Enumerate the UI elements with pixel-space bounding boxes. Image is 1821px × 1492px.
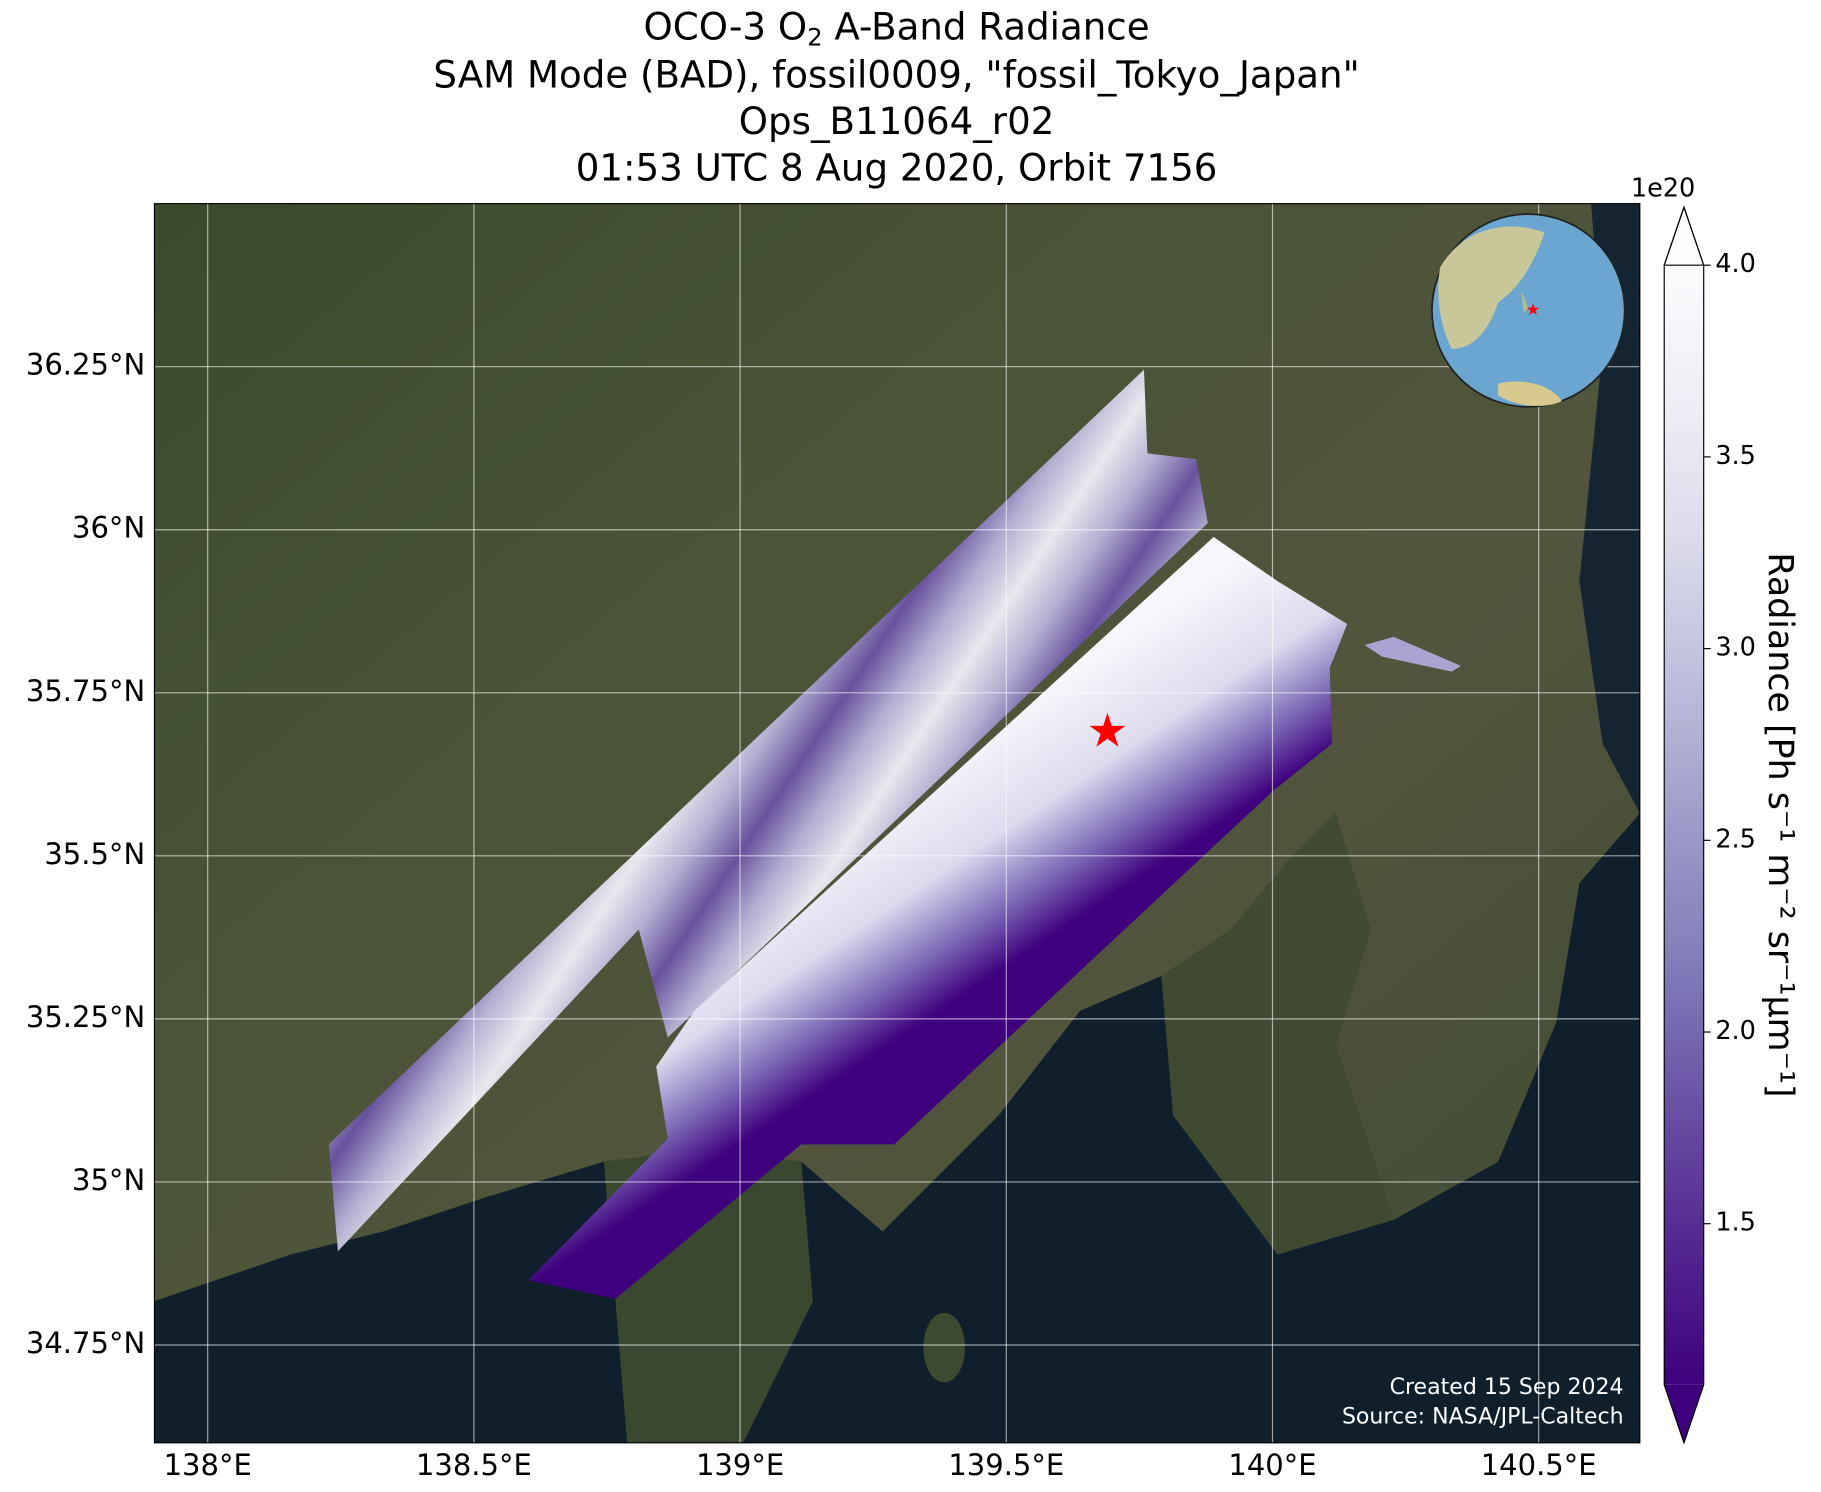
globe-land [1498, 381, 1563, 406]
colorbar-tick-label: 2.0 [1715, 1016, 1756, 1046]
colorbar-exponent: 1e20 [1631, 174, 1695, 204]
y-tick-label: 35.25°N [26, 1000, 145, 1034]
title-line: SAM Mode (BAD), fossil0009, "fossil_Toky… [433, 54, 1359, 97]
x-tick-label: 138.5°E [416, 1448, 532, 1482]
globe-land [1521, 290, 1529, 313]
colorbar-tick-label: 3.0 [1715, 633, 1756, 663]
globe-inset: ★ [1431, 213, 1626, 408]
x-tick-label: 140.5°E [1481, 1448, 1597, 1482]
y-tick-label: 36.25°N [26, 348, 145, 382]
colorbar-tick-label: 1.5 [1715, 1208, 1756, 1238]
title: OCO-3 O2 A-Band Radiance SAM Mode (BAD),… [433, 5, 1359, 190]
peninsula [1161, 813, 1394, 1255]
colorbar-extend [1664, 1384, 1704, 1443]
axis-ticks: 138°E 138.5°E 139°E 139.5°E 140°E 140.5°E 34.7… [26, 348, 1597, 1483]
x-tick-label: 138°E [164, 1448, 252, 1482]
x-tick-label: 139°E [696, 1448, 784, 1482]
map-area: ★ [154, 203, 1640, 1443]
swath [328, 369, 1208, 1252]
colorbar: 1e20 Radiance [Ph s⁻¹ m⁻² sr⁻¹μm⁻¹] 1.5 2… [1631, 174, 1800, 1445]
y-tick-label: 35.75°N [26, 674, 145, 708]
title-line: OCO-3 O2 A-Band Radiance [644, 5, 1150, 52]
colorbar-tick-label: 3.5 [1715, 441, 1756, 471]
target-star: ★ [1087, 704, 1129, 758]
y-tick-label: 35.5°N [44, 837, 145, 871]
y-tick-label: 34.75°N [26, 1326, 145, 1360]
colorbar-tick-label: 4.0 [1715, 249, 1756, 279]
map-frame [153, 203, 1641, 1444]
y-tick-label: 35°N [72, 1163, 145, 1197]
x-tick-label: 139.5°E [948, 1448, 1064, 1482]
swath [528, 536, 1348, 1299]
title-line: 01:53 UTC 8 Aug 2020, Orbit 7156 [576, 146, 1218, 189]
y-tick-label: 36°N [72, 511, 145, 545]
sea [1579, 203, 1640, 814]
island [923, 1312, 966, 1383]
title-line: Ops_B11064_r02 [739, 100, 1055, 143]
credit: Created 15 Sep 2024 Source: NASA/JPL-Cal… [1342, 1375, 1624, 1429]
credit-text: Created 15 Sep 2024 [1390, 1375, 1624, 1400]
globe-land [1438, 226, 1545, 349]
x-tick-label: 140°E [1228, 1448, 1316, 1482]
credit-text: Source: NASA/JPL-Caltech [1342, 1404, 1624, 1429]
colorbar-body [1664, 265, 1704, 1385]
globe-marker: ★ [1526, 300, 1541, 319]
grid [154, 203, 1640, 1443]
colorbar-label: Radiance [Ph s⁻¹ m⁻² sr⁻¹μm⁻¹] [1760, 552, 1800, 1097]
colorbar-tick-label: 2.5 [1715, 824, 1756, 854]
swath [1364, 636, 1461, 672]
colorbar-extend [1663, 205, 1705, 266]
target: ★ [1087, 704, 1129, 758]
